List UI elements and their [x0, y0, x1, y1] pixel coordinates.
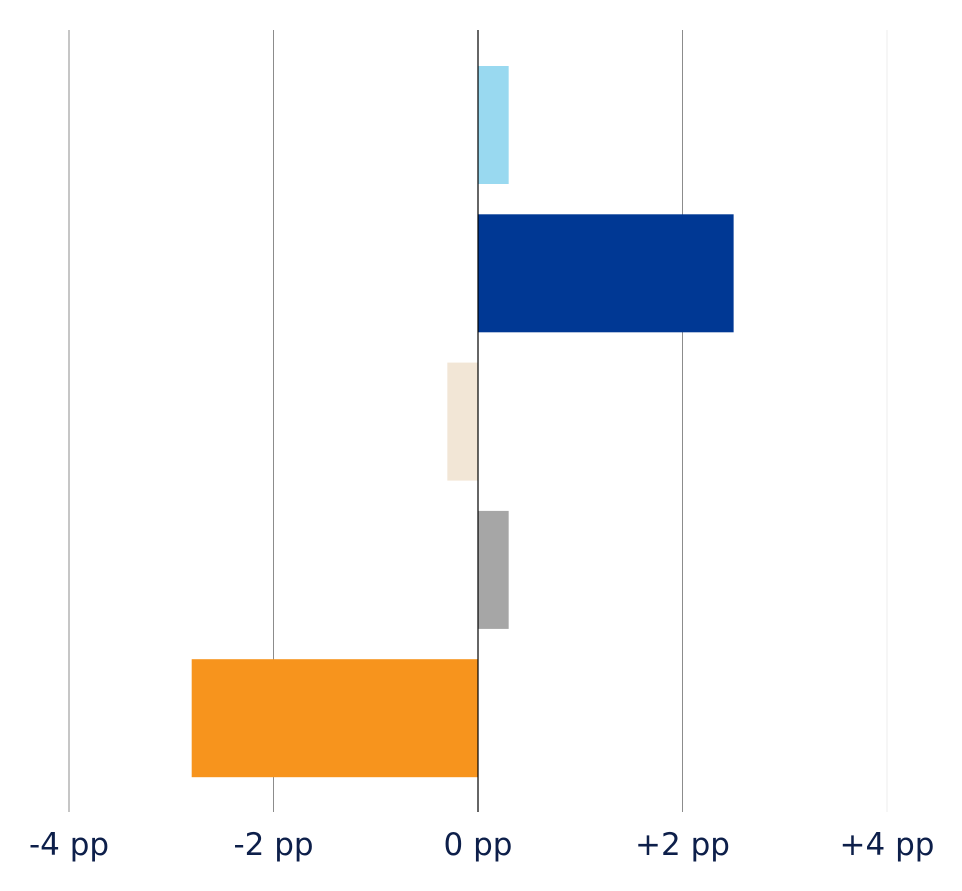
bar	[478, 214, 734, 333]
x-tick-label: +2 pp	[635, 827, 730, 863]
bar	[478, 66, 509, 184]
x-axis-tick-labels: -4 pp -2 pp 0 pp +2 pp +4 pp	[29, 827, 935, 863]
x-tick-label: -4 pp	[29, 827, 109, 863]
x-tick-label: +4 pp	[840, 827, 935, 863]
bar	[447, 362, 478, 481]
bars	[191, 66, 734, 778]
bar	[191, 659, 478, 778]
bar	[478, 510, 509, 629]
x-tick-label: -2 pp	[233, 827, 313, 863]
x-tick-label: 0 pp	[444, 827, 513, 863]
